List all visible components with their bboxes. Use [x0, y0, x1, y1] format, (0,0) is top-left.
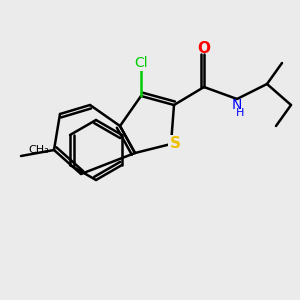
Text: CH₃: CH₃: [29, 145, 50, 155]
Text: H: H: [236, 107, 244, 118]
Text: S: S: [170, 136, 181, 152]
Text: O: O: [197, 40, 211, 56]
Text: Cl: Cl: [134, 56, 148, 70]
Text: N: N: [232, 98, 242, 112]
